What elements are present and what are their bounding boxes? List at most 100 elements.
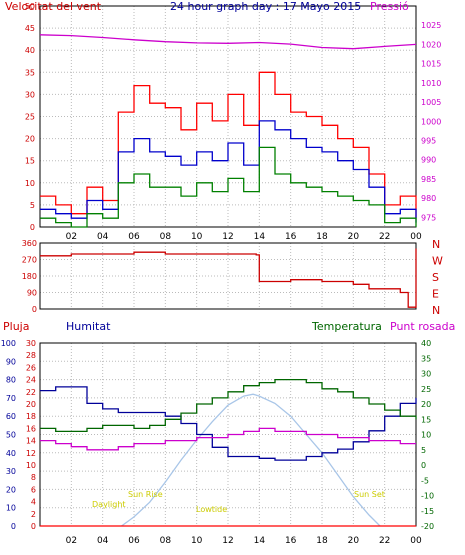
temperature-tick-label: -20 <box>421 522 434 531</box>
wind-tick-label: 50 <box>25 2 35 11</box>
temperature-tick-label: 40 <box>421 339 431 348</box>
wind-tick-label: 5 <box>30 201 35 210</box>
pressure-axis-ticks: 975 980 985 990 995 1000 1005 1010 1015 1020 1025 <box>421 21 441 222</box>
wind-x-ticks: 02 04 06 08 10 12 14 16 18 20 22 00 <box>66 232 422 242</box>
humidity-tick-label: 10 <box>6 504 16 513</box>
temperature-tick-label: 5 <box>421 446 426 455</box>
temperature-x-ticks: 02 04 06 08 10 12 14 16 18 20 22 00 <box>66 536 422 546</box>
rain-tick-label: 26 <box>26 363 36 372</box>
graph-title: 24 hour graph day : 17 Mayo 2015 <box>170 0 361 13</box>
wind-tick-label: 45 <box>25 24 35 33</box>
compass-label: S <box>432 271 439 284</box>
x-tick-label: 14 <box>254 232 266 242</box>
x-tick-label: 06 <box>128 232 140 242</box>
direction-tick-label: 270 <box>22 256 37 265</box>
pressure-tick-label: 1020 <box>421 40 441 49</box>
rain-tick-label: 18 <box>26 412 36 421</box>
rain-tick-label: 16 <box>26 424 36 433</box>
wind-tick-label: 10 <box>25 179 35 188</box>
humidity-tick-label: 60 <box>6 412 16 421</box>
x-tick-label: 22 <box>379 536 390 546</box>
direction-tick-label: 360 <box>22 239 37 248</box>
x-tick-label: 02 <box>66 536 77 546</box>
x-tick-label: 00 <box>410 232 422 242</box>
x-tick-label: 18 <box>316 232 328 242</box>
wind-title: Velocitat del vent <box>5 0 102 13</box>
humidity-line <box>40 386 417 461</box>
x-tick-label: 02 <box>66 232 77 242</box>
rain-tick-label: 20 <box>26 400 36 409</box>
x-tick-label: 16 <box>285 536 297 546</box>
rain-tick-label: 4 <box>31 498 36 507</box>
x-tick-label: 16 <box>285 232 297 242</box>
rain-tick-label: 0 <box>31 522 36 531</box>
temperature-tick-label: -10 <box>421 492 434 501</box>
temperature-grid <box>40 343 416 526</box>
rain-tick-label: 6 <box>31 485 36 494</box>
pressure-tick-label: 1005 <box>421 98 441 107</box>
humidity-tick-label: 90 <box>6 357 16 366</box>
wind-lull-line <box>40 146 417 228</box>
wind-series <box>39 34 417 228</box>
pressure-tick-label: 995 <box>421 137 436 146</box>
sunrise-label: Sun Rise <box>128 490 163 499</box>
temperature-axis-ticks: -20 -15 -10 -5 0 5 10 15 20 25 30 35 40 <box>421 339 434 531</box>
rain-tick-label: 28 <box>26 351 36 360</box>
rain-tick-label: 30 <box>26 339 36 348</box>
temperature-tick-label: 25 <box>421 385 431 394</box>
pressure-tick-label: 1010 <box>421 79 441 88</box>
humidity-tick-label: 40 <box>6 449 16 458</box>
pressure-tick-label: 980 <box>421 194 436 203</box>
wind-tick-label: 25 <box>25 113 35 122</box>
humidity-tick-label: 100 <box>1 339 16 348</box>
x-tick-label: 00 <box>410 536 422 546</box>
compass-label: E <box>432 288 439 301</box>
x-tick-label: 06 <box>128 536 140 546</box>
x-tick-label: 10 <box>191 232 203 242</box>
rain-tick-label: 10 <box>26 461 36 470</box>
humidity-tick-label: 80 <box>6 376 16 385</box>
direction-series <box>40 248 417 308</box>
temperature-line <box>40 378 417 433</box>
compass-label: W <box>432 255 443 268</box>
x-tick-label: 12 <box>222 232 233 242</box>
rain-tick-label: 14 <box>26 437 36 446</box>
direction-tick-label: 90 <box>27 289 37 298</box>
direction-axis-ticks: 0 90 180 270 360 <box>22 239 37 314</box>
compass-label: N <box>432 304 440 317</box>
dewpoint-title: Punt rosada <box>390 320 455 333</box>
wind-tick-label: 40 <box>25 46 35 55</box>
temperature-panel: Pluja Humitat Temperatura Punt rosada 0 1… <box>1 320 456 546</box>
x-tick-label: 20 <box>348 536 360 546</box>
rain-title: Pluja <box>3 320 29 333</box>
pressure-title: Pressió <box>370 0 409 13</box>
lowtide-label: Lowtide <box>196 505 227 514</box>
x-tick-label: 20 <box>348 232 360 242</box>
compass-label: N <box>432 238 440 251</box>
temperature-tick-label: 20 <box>421 400 431 409</box>
pressure-tick-label: 985 <box>421 175 436 184</box>
temperature-tick-label: 15 <box>421 415 431 424</box>
x-tick-label: 08 <box>160 536 172 546</box>
x-tick-label: 10 <box>191 536 203 546</box>
sunset-label: Sun Set <box>354 490 385 499</box>
pressure-tick-label: 1025 <box>421 21 441 30</box>
wind-tick-label: 15 <box>25 157 35 166</box>
humidity-tick-label: 50 <box>6 431 16 440</box>
wind-tick-label: 0 <box>30 223 35 232</box>
temperature-tick-label: 30 <box>421 370 431 379</box>
rain-tick-label: 24 <box>26 376 36 385</box>
temperature-tick-label: 10 <box>421 431 431 440</box>
pressure-tick-label: 1000 <box>421 117 441 126</box>
temperature-tick-label: 35 <box>421 354 431 363</box>
sun-arc-line <box>121 393 381 527</box>
rain-tick-label: 2 <box>31 510 36 519</box>
humidity-tick-label: 30 <box>6 467 16 476</box>
temperature-series <box>40 378 417 527</box>
x-tick-label: 04 <box>97 536 109 546</box>
direction-line <box>40 248 417 308</box>
